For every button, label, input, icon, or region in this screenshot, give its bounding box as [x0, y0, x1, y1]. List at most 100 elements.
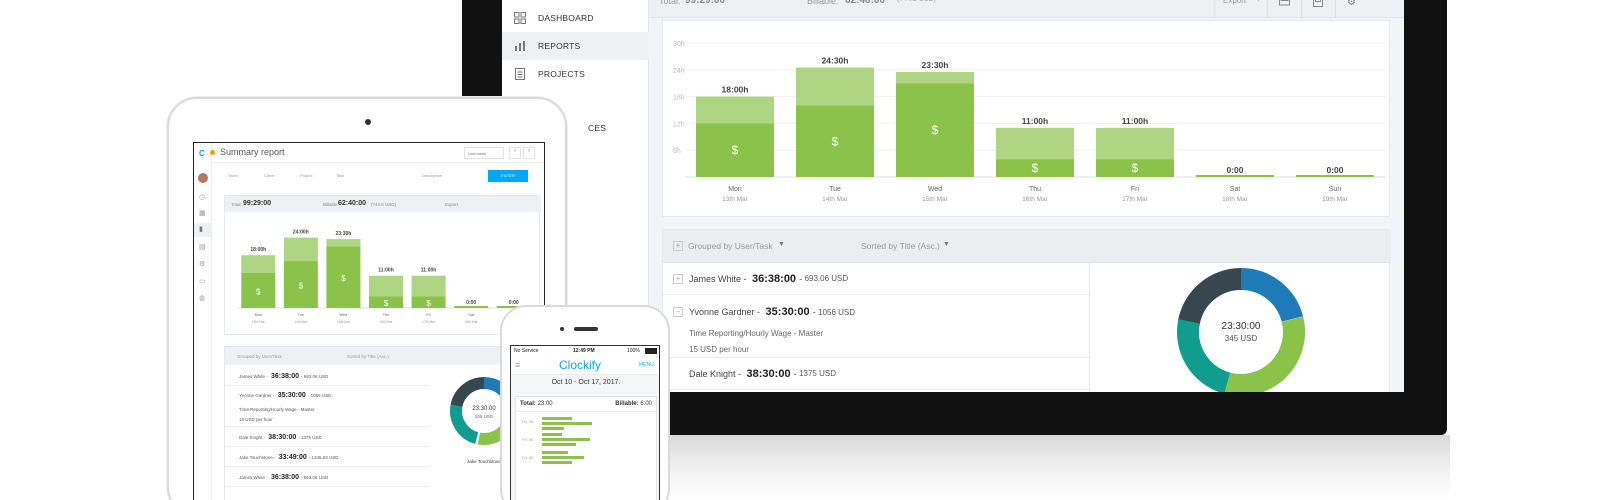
bar-chart-card: 30h 24h 18h 12h 6h $18:00h Mon 13th Mar $24:30h T… — [662, 20, 1390, 217]
settings-icon[interactable]: ⚙ — [199, 261, 206, 268]
globe-icon[interactable]: ◍ — [199, 295, 206, 302]
separator: - — [307, 393, 311, 398]
table-row[interactable]: Dale Knight - 38:30:00- 1375 USD — [225, 428, 430, 447]
y-tick-label: 18h — [673, 95, 685, 102]
y-tick-label: 24h — [673, 68, 685, 75]
sidebar-item-projects[interactable]: PROJECTS — [502, 60, 649, 88]
x-tick-label: Sat — [468, 313, 475, 317]
grouped-by-dropdown[interactable]: Grouped by User/Task — [688, 241, 773, 251]
x-tick-sublabel: 19th Mar — [1322, 196, 1348, 203]
filter-bar: Team Client Project Task Description FIL… — [212, 167, 544, 187]
x-tick-label: Mon — [255, 313, 262, 317]
print-button[interactable] — [1268, 0, 1302, 18]
x-tick-label: Wed — [928, 186, 942, 193]
sorted-by-dropdown[interactable]: Sorted by Title (Asc.) — [861, 241, 940, 251]
reports-icon[interactable]: ▮ — [199, 226, 203, 233]
avatar[interactable] — [198, 173, 208, 183]
projects-icon[interactable]: ▤ — [199, 244, 206, 251]
billable-value: 6:00 — [640, 401, 652, 407]
user-time: 35:30:00 — [765, 306, 810, 318]
filter-client[interactable]: Client — [264, 173, 275, 178]
filter-project[interactable]: Project — [300, 173, 313, 178]
sidebar-item-devices[interactable]: CES — [502, 114, 649, 142]
sidebar-item-reports[interactable]: REPORTS — [502, 32, 649, 60]
filter-team[interactable]: Team — [228, 173, 238, 178]
hbar — [542, 451, 568, 454]
sidebar-item-label: PROJECTS — [538, 69, 585, 79]
bar-segment-light — [1096, 127, 1174, 160]
hamburger-icon[interactable]: ≡ — [515, 360, 521, 370]
table-row[interactable]: James White - 36:38:00- 693.06 USD — [225, 367, 430, 386]
export-button[interactable]: Export ▼ — [1214, 0, 1268, 18]
phone-summary-card: Total: 23:00 Billable: 6:00 Fri, 30 Fri,… — [515, 396, 658, 500]
bar-segment-light — [896, 72, 974, 84]
tablet-header: Summary report Last week ‹ › — [210, 143, 544, 163]
menu-button[interactable]: MENU — [639, 362, 654, 368]
bar-segment-light — [411, 275, 446, 297]
projects-icon — [514, 68, 526, 80]
bar-dollar-label: $ — [732, 143, 739, 157]
x-tick-label: Mon — [728, 186, 742, 193]
expand-icon[interactable]: + — [673, 274, 683, 284]
x-tick-label: Sat — [1230, 186, 1241, 193]
bar-total-label: 11:00h — [1022, 116, 1048, 126]
grouped-by-dropdown[interactable]: Grouped by User/Task — [237, 354, 282, 359]
table-row[interactable]: Yvonne Gardner - 35:30:00- 1056 USD Time… — [225, 387, 430, 427]
y-tick-label: 30h — [673, 41, 685, 48]
next-week-icon[interactable]: › — [523, 147, 535, 159]
bar-segment-dark — [241, 272, 276, 308]
divider — [1089, 263, 1090, 392]
dashboard-icon — [514, 12, 526, 24]
row-header: Yvonne Gardner - 35:30:00 - 1056 USD — [689, 306, 1089, 318]
collapse-icon[interactable]: − — [673, 307, 683, 317]
bar-segment-dark — [326, 246, 361, 308]
sidebar-item-label: DASHBOARD — [538, 13, 594, 23]
export-button[interactable]: Export — [445, 202, 459, 207]
task-detail: Time Reporting/Hourly Wage - Master — [689, 329, 824, 339]
table-row[interactable]: − Yvonne Gardner - 35:30:00 - 1056 USD T… — [663, 296, 1089, 358]
expand-all-icon[interactable]: + — [673, 241, 683, 251]
billable-label: Billable: — [807, 0, 839, 6]
tablet-summary-header: Total: 99:29:00 Billable: 62:40:00 (744.… — [225, 196, 541, 212]
tablet-chart-card: Total: 99:29:00 Billable: 62:40:00 (744.… — [224, 195, 541, 335]
filter-button[interactable]: FILTER — [488, 170, 528, 182]
phone-camera — [560, 327, 564, 331]
billable-value: 62:40:00 — [845, 0, 886, 6]
settings-button[interactable]: ⚙ — [1336, 0, 1370, 18]
x-tick-sublabel: 14th Mar — [822, 196, 848, 203]
billable-amount: (744.5 USD) — [897, 0, 936, 3]
hbar — [542, 438, 590, 441]
billable-amount: (744.5 USD) — [371, 202, 397, 207]
dashboard-icon[interactable]: ▦ — [199, 210, 206, 217]
row-header: Yvonne Gardner - 35:30:00- 1056 USD — [239, 392, 429, 399]
filter-task[interactable]: Task — [336, 173, 345, 178]
user-name: Dale Knight — [239, 434, 263, 440]
table-row[interactable]: Jake Touchstone - 33:49:00- 1345.63 USD — [225, 448, 430, 467]
table-row[interactable]: James White - 36:38:00- 693.06 USD — [225, 468, 430, 487]
bar-segment-light — [283, 237, 318, 262]
table-row[interactable]: + James White - 36:38:00 - 693.06 USD — [663, 263, 1089, 295]
search-input[interactable]: Description — [422, 173, 443, 178]
hbar — [542, 461, 572, 464]
bar-total-label: 0:00 — [1226, 165, 1243, 175]
devices-icon[interactable]: ▭ — [199, 278, 206, 285]
bar-dollar-label: $ — [299, 282, 304, 291]
date-range-dropdown[interactable]: Last week — [464, 147, 504, 159]
task-rate: 15 USD per hour — [239, 417, 273, 422]
table-row[interactable]: Dale Knight - 38:30:00 - 1375 USD — [663, 358, 1089, 390]
save-button[interactable] — [1302, 0, 1336, 18]
bar-total-label: 23:30h — [336, 231, 352, 237]
sidebar-item-label: REPORTS — [538, 41, 581, 51]
total-summary: Total: 23:00 — [520, 401, 553, 407]
user-time: 36:38:00 — [271, 473, 300, 481]
sorted-by-dropdown[interactable]: Sorted by Title (Asc.) — [347, 354, 389, 359]
print-icon — [1279, 0, 1290, 9]
prev-week-icon[interactable]: ‹ — [509, 147, 521, 159]
billable-label: Billable: — [615, 401, 639, 407]
bar-dollar-label: $ — [426, 299, 431, 308]
sidebar-item-dashboard[interactable]: DASHBOARD — [502, 4, 649, 32]
tablet-camera — [365, 119, 371, 125]
bar-segment-dark — [283, 261, 318, 308]
x-tick-sublabel: 14th Mar — [294, 320, 308, 324]
clock-icon[interactable]: ◷ — [199, 194, 206, 201]
